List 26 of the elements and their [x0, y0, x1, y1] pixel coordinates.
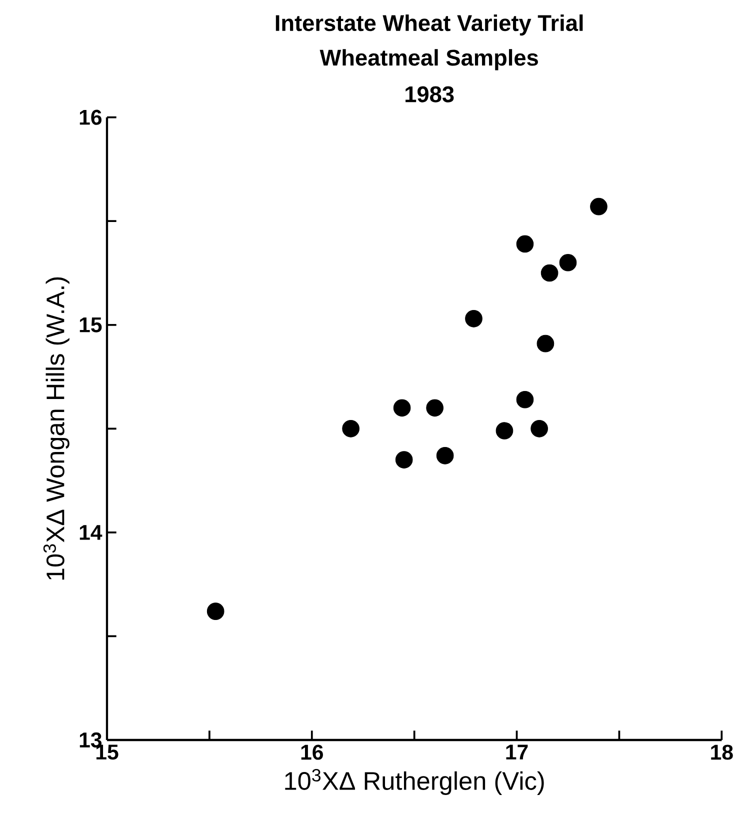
y-axis-title: 10$^{3}$XΔ Wongan Hills (W.A.) [43, 277, 70, 580]
chart-title: Interstate Wheat Variety Trial [276, 14, 583, 36]
point [536, 334, 554, 352]
point [436, 446, 454, 464]
point [590, 198, 608, 216]
y-tick-label: 14 [80, 525, 102, 540]
point [342, 420, 360, 438]
point [395, 451, 413, 468]
chart-subtitle: Wheatmeal Samples [320, 49, 538, 70]
x-tick-label: 18 [711, 744, 733, 760]
point [516, 390, 534, 408]
point [530, 420, 548, 438]
y-tick-label: 15 [80, 317, 102, 332]
point [206, 602, 224, 620]
text: 1983 [406, 86, 454, 102]
y-tick-label: 16 [80, 110, 102, 125]
point [426, 399, 444, 417]
point [540, 264, 558, 282]
x-axis-title: 10$^{3}$XΔ Rutherglen (Vic) [285, 768, 544, 795]
x-tick-label: 17 [506, 744, 528, 760]
point [496, 422, 514, 440]
point [465, 310, 482, 328]
x-tick-label: 16 [301, 744, 323, 760]
point [559, 254, 577, 272]
point [393, 399, 411, 417]
point [516, 235, 534, 253]
